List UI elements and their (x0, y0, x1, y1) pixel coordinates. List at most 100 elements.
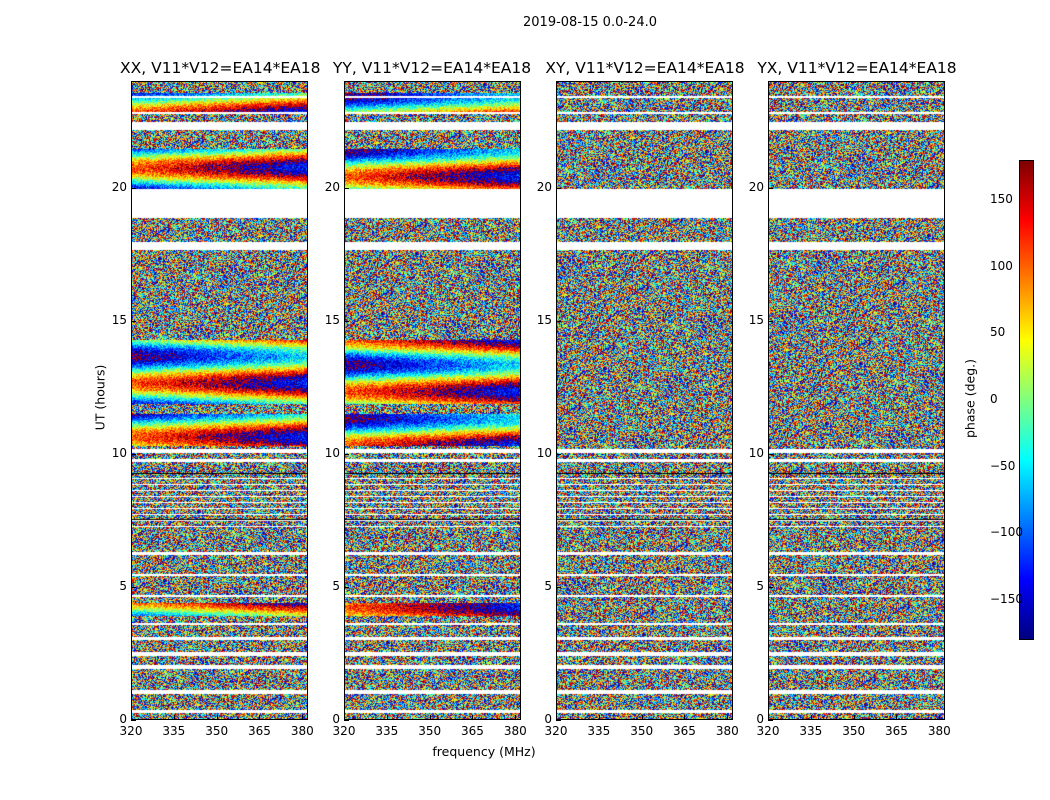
y-tick-label-2-0: 0 (544, 712, 552, 726)
x-tick-mark (302, 715, 304, 720)
panel-title-xx: XX, V11*V12=EA14*EA18 (120, 59, 321, 77)
y-tick-mark (556, 187, 561, 189)
x-tick-label-3-2: 350 (842, 724, 866, 738)
x-tick-label-0-2: 350 (205, 724, 229, 738)
y-tick-label-1-2: 10 (324, 445, 340, 460)
x-tick-label-2-3: 365 (673, 724, 696, 738)
x-tick-mark (641, 715, 643, 720)
heatmap-xy (557, 82, 732, 719)
y-tick-label-0-3: 15 (111, 312, 127, 327)
x-tick-label-1-1: 335 (375, 724, 399, 738)
x-tick-label-0-1: 335 (162, 724, 186, 738)
y-tick-mark (768, 320, 773, 322)
x-tick-mark (344, 715, 345, 720)
x-tick-label-1-3: 365 (461, 724, 484, 738)
y-tick-mark (768, 586, 773, 588)
y-tick-label-1-3: 15 (324, 312, 340, 327)
x-tick-mark (556, 715, 557, 720)
colorbar-tick-label-5: −100 (990, 525, 1023, 540)
y-tick-label-3-4: 20 (748, 179, 764, 194)
x-tick-label-2-4: 380 (715, 724, 739, 738)
x-tick-label-3-1: 335 (799, 724, 823, 738)
y-tick-label-3-0: 0 (756, 712, 764, 726)
y-tick-mark (344, 320, 349, 322)
y-tick-label-3-1: 5 (756, 578, 764, 593)
panel-title-yy: YY, V11*V12=EA14*EA18 (332, 59, 532, 77)
x-tick-label-2-1: 335 (587, 724, 611, 738)
x-tick-label-3-0: 320 (756, 724, 780, 738)
y-tick-label-0-4: 20 (111, 179, 127, 194)
y-tick-label-1-4: 20 (324, 179, 340, 194)
panel-title-yx: YX, V11*V12=EA14*EA18 (757, 59, 957, 77)
colorbar-tick-label-6: −150 (990, 592, 1023, 606)
x-tick-mark (472, 715, 474, 720)
x-tick-label-1-4: 380 (503, 724, 527, 738)
y-tick-mark (131, 320, 136, 322)
x-tick-mark (259, 715, 261, 720)
x-tick-mark (810, 715, 812, 720)
x-tick-mark (598, 715, 600, 720)
x-tick-label-3-3: 365 (885, 724, 908, 738)
heatmap-panel-yy (344, 81, 521, 720)
y-tick-mark (556, 720, 561, 721)
colorbar-tick-label-1: 100 (990, 258, 1013, 273)
y-tick-mark (131, 720, 136, 721)
y-axis-label: UT (hours) (92, 364, 108, 431)
x-tick-label-2-2: 350 (630, 724, 654, 738)
x-tick-mark (429, 715, 431, 720)
x-tick-mark (727, 715, 729, 720)
y-tick-label-0-2: 10 (111, 445, 127, 460)
heatmap-panel-yx (768, 81, 945, 720)
y-tick-mark (344, 187, 349, 189)
x-tick-mark (684, 715, 686, 720)
x-tick-mark (896, 715, 898, 720)
x-tick-mark (386, 715, 388, 720)
y-tick-mark (768, 453, 773, 455)
y-tick-label-2-3: 15 (536, 312, 552, 327)
y-tick-mark (556, 320, 561, 322)
y-tick-mark (768, 187, 773, 189)
x-axis-label: frequency (MHz) (432, 744, 536, 759)
x-tick-mark (768, 715, 769, 720)
y-tick-mark (556, 586, 561, 588)
x-tick-mark (173, 715, 175, 720)
y-tick-label-1-0: 0 (332, 712, 340, 726)
heatmap-panel-xx (131, 81, 308, 720)
x-tick-mark (853, 715, 855, 720)
heatmap-yy (345, 82, 520, 719)
x-tick-label-0-0: 320 (119, 724, 143, 738)
x-tick-label-0-3: 365 (248, 724, 271, 738)
panel-title-xy: XY, V11*V12=EA14*EA18 (545, 59, 745, 77)
colorbar (1019, 160, 1034, 640)
figure-title: 2019-08-15 0.0-24.0 (523, 15, 657, 30)
y-tick-label-2-2: 10 (536, 445, 552, 460)
y-tick-mark (131, 187, 136, 189)
y-tick-mark (556, 453, 561, 455)
x-tick-mark (939, 715, 941, 720)
y-tick-mark (131, 586, 136, 588)
x-tick-mark (131, 715, 132, 720)
x-tick-label-1-0: 320 (332, 724, 356, 738)
y-tick-label-0-1: 5 (119, 578, 127, 593)
colorbar-tick-label-2: 50 (990, 325, 1006, 340)
y-tick-mark (768, 720, 773, 721)
y-tick-label-0-0: 0 (119, 712, 127, 726)
y-tick-mark (131, 453, 136, 455)
y-tick-label-2-4: 20 (536, 179, 552, 194)
y-tick-label-1-1: 5 (332, 578, 340, 593)
x-tick-label-3-4: 380 (927, 724, 951, 738)
heatmap-yx (769, 82, 944, 719)
heatmap-panel-xy (556, 81, 733, 720)
x-tick-mark (515, 715, 517, 720)
y-tick-label-2-1: 5 (544, 578, 552, 593)
x-tick-label-1-2: 350 (418, 724, 442, 738)
x-tick-label-2-0: 320 (544, 724, 568, 738)
colorbar-tick-label-3: 0 (990, 392, 998, 406)
heatmap-xx (132, 82, 307, 719)
y-tick-mark (344, 720, 349, 721)
y-tick-mark (344, 586, 349, 588)
y-tick-label-3-3: 15 (748, 312, 764, 327)
x-tick-label-0-4: 380 (290, 724, 314, 738)
y-tick-label-3-2: 10 (748, 445, 764, 460)
